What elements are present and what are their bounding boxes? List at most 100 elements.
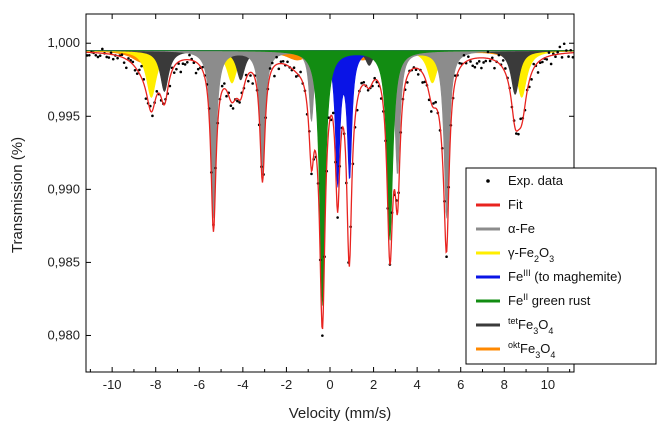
data-point <box>294 75 298 78</box>
data-point <box>530 78 533 81</box>
data-point <box>514 132 518 135</box>
data-point <box>519 117 522 121</box>
data-point <box>183 63 187 66</box>
y-axis-title: Transmission (%) <box>9 137 26 253</box>
data-point <box>497 53 501 57</box>
data-point <box>491 56 494 60</box>
data-point <box>560 56 564 59</box>
data-point <box>445 255 448 258</box>
legend-label: FeII green rust <box>508 292 591 308</box>
data-point <box>549 62 553 66</box>
legend-label: Exp. data <box>508 173 564 188</box>
x-tick-label: -2 <box>281 377 293 392</box>
x-tick-label: 6 <box>457 377 464 392</box>
legend: Exp. data Fit α-Fe γ-Fe2O3 FeIII (to maghemi… <box>465 167 657 365</box>
data-point <box>286 60 289 64</box>
data-point <box>434 100 437 104</box>
data-point <box>268 67 272 70</box>
data-point <box>127 57 130 60</box>
data-point <box>299 70 302 74</box>
data-point <box>277 67 281 71</box>
data-point <box>538 61 542 64</box>
x-axis-title: Velocity (mm/s) <box>289 405 392 422</box>
data-point <box>275 55 278 59</box>
data-point <box>310 172 313 176</box>
data-point <box>225 94 228 98</box>
data-point <box>545 58 549 61</box>
data-point <box>556 50 559 54</box>
data-point <box>480 66 483 70</box>
legend-label: tetFe3O4 <box>508 316 553 336</box>
data-point <box>567 55 570 58</box>
data-point <box>111 57 115 61</box>
data-point <box>181 62 185 65</box>
data-point <box>125 66 128 70</box>
data-point <box>98 54 102 57</box>
data-point <box>366 88 370 92</box>
data-point <box>360 81 363 85</box>
data-point <box>493 66 496 70</box>
x-tick-label: 4 <box>414 377 421 392</box>
data-point <box>122 61 126 64</box>
data-point <box>251 82 254 85</box>
data-point <box>168 84 172 88</box>
data-point <box>151 114 154 118</box>
data-point <box>133 68 137 72</box>
data-point <box>477 60 481 63</box>
fit-line <box>85 51 574 330</box>
data-point <box>373 76 376 80</box>
data-point <box>471 64 475 68</box>
data-point <box>131 60 135 64</box>
y-tick-label: 0,990 <box>47 181 80 196</box>
y-tick-label: 1,000 <box>47 35 80 50</box>
data-point <box>236 99 239 103</box>
data-point <box>144 97 148 100</box>
data-point <box>486 50 490 54</box>
data-point <box>558 45 562 49</box>
legend-label: oktFe3O4 <box>508 340 555 360</box>
data-point <box>482 61 485 64</box>
data-point <box>120 53 124 56</box>
data-point <box>140 64 143 68</box>
data-point <box>172 71 176 74</box>
y-tick-label: 0,995 <box>47 108 80 123</box>
x-tick-label: 0 <box>326 377 333 392</box>
data-point <box>475 62 479 65</box>
legend-label: α-Fe <box>508 221 535 236</box>
data-point <box>94 53 98 57</box>
data-point <box>223 82 226 85</box>
legend-label: FeIII (to maghemite) <box>508 268 622 284</box>
data-point <box>279 60 283 63</box>
data-point <box>105 55 108 59</box>
component-subspectra <box>86 50 574 306</box>
legend-label: Fit <box>508 197 523 212</box>
data-point <box>107 56 111 59</box>
data-point <box>96 55 100 59</box>
x-tick-label: -10 <box>103 377 122 392</box>
x-tick-label: -6 <box>194 377 206 392</box>
data-point <box>565 49 568 52</box>
fit-curve <box>85 51 574 330</box>
data-point <box>469 60 472 63</box>
data-point <box>101 47 104 51</box>
legend-label: γ-Fe2O3 <box>508 245 554 264</box>
data-point <box>562 42 566 46</box>
data-point <box>292 66 296 70</box>
legend-marker-dot <box>486 179 490 183</box>
data-point <box>273 74 276 78</box>
data-point <box>484 59 488 63</box>
data-point <box>175 67 178 71</box>
data-point <box>414 68 418 72</box>
data-point <box>138 68 141 72</box>
data-point <box>536 71 540 74</box>
data-point <box>458 61 461 65</box>
y-tick-label: 0,980 <box>47 327 80 342</box>
data-point <box>331 111 335 115</box>
data-point <box>554 55 557 59</box>
data-point <box>179 70 183 74</box>
data-point <box>517 132 520 136</box>
data-point <box>462 54 466 57</box>
legend-box <box>465 167 657 365</box>
data-point <box>238 101 241 104</box>
data-point <box>501 59 505 62</box>
